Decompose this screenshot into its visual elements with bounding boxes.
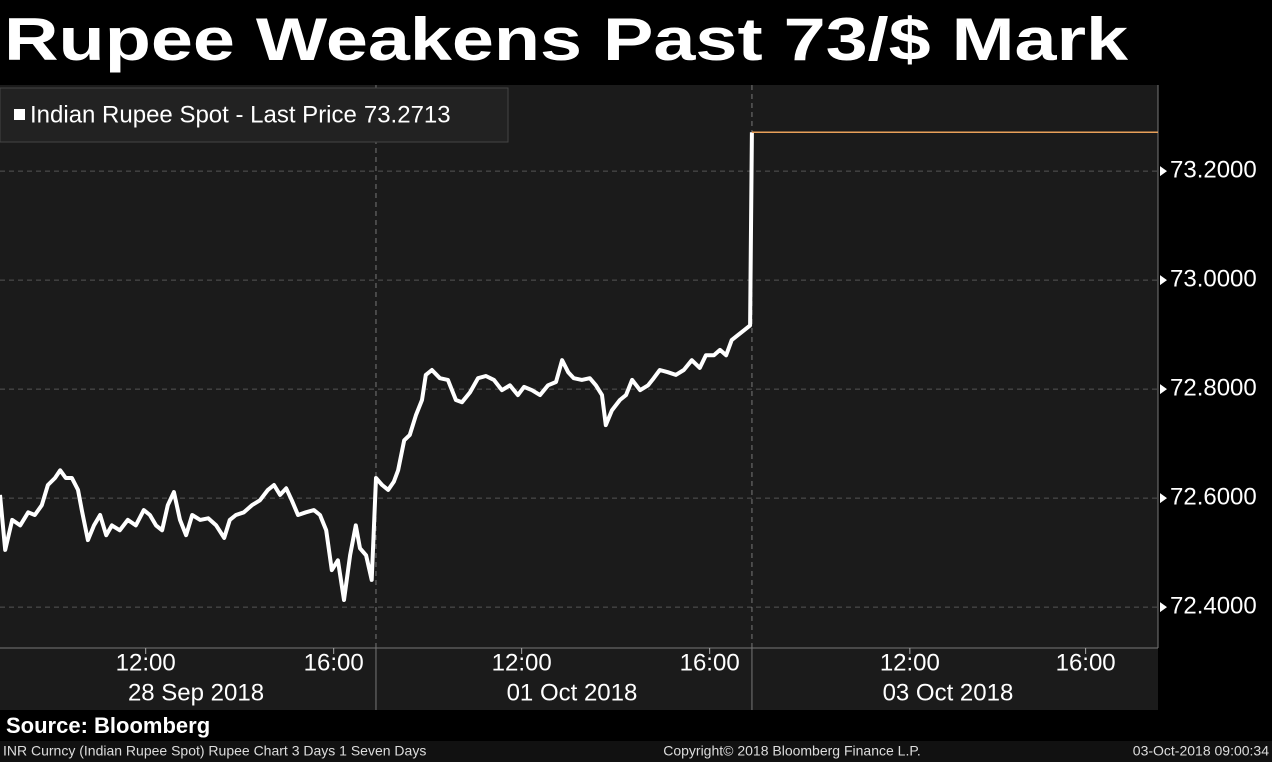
x-tick-label: 12:00 <box>492 649 552 676</box>
x-axis-area <box>0 648 1158 710</box>
day-label: 28 Sep 2018 <box>128 679 264 706</box>
y-tick-mark <box>1160 493 1167 504</box>
y-tick-mark <box>1160 384 1167 395</box>
x-tick-label: 16:00 <box>304 649 364 676</box>
price-line <box>0 132 754 602</box>
y-tick-label: 73.2000 <box>1170 156 1257 183</box>
y-tick-mark <box>1160 602 1167 613</box>
legend-box <box>0 87 509 143</box>
plot-area <box>0 85 1158 648</box>
y-tick-label: 73.0000 <box>1170 265 1257 292</box>
legend-label: Indian Rupee Spot - Last Price <box>30 101 357 128</box>
legend-value: 73.2713 <box>364 101 451 128</box>
x-tick-label: 16:00 <box>1056 649 1116 676</box>
y-tick-label: 72.6000 <box>1170 483 1257 510</box>
footer-right: 03-Oct-2018 09:00:34 <box>1133 743 1269 759</box>
x-tick-label: 12:00 <box>880 649 940 676</box>
footer-bar <box>0 741 1272 762</box>
y-tick-mark <box>1160 275 1167 286</box>
chart-title: Rupee Weakens Past 73/$ Mark <box>4 6 1129 73</box>
source: Source: Bloomberg <box>6 713 210 738</box>
day-label: 03 Oct 2018 <box>883 679 1014 706</box>
y-tick-mark <box>1160 166 1167 177</box>
legend-marker <box>14 109 25 120</box>
x-tick-label: 16:00 <box>680 649 740 676</box>
footer-left: INR Curncy (Indian Rupee Spot) Rupee Cha… <box>3 743 426 759</box>
x-tick-label: 12:00 <box>116 649 176 676</box>
day-label: 01 Oct 2018 <box>507 679 638 706</box>
y-tick-label: 72.4000 <box>1170 592 1257 619</box>
footer-center: Copyright© 2018 Bloomberg Finance L.P. <box>663 743 921 759</box>
y-tick-label: 72.8000 <box>1170 374 1257 401</box>
